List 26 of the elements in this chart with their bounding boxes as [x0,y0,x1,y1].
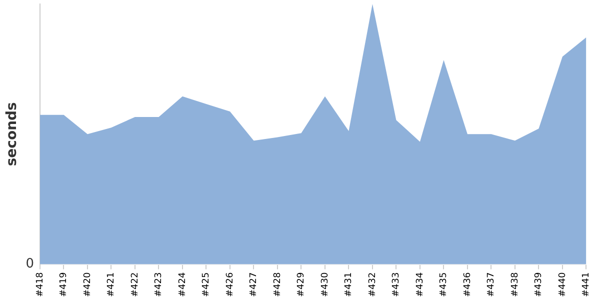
x-tick-label: #425 [202,272,212,298]
x-tick-label: #432 [368,272,378,298]
x-tick-label: #430 [320,272,330,298]
x-tick-label: #440 [558,272,568,298]
x-tick-label: #418 [35,272,46,298]
x-tick-label: #435 [439,272,450,298]
x-tick-label: #439 [534,272,544,298]
x-tick-label: #437 [486,272,497,298]
x-tick-label: #427 [249,272,260,298]
x-tick-label: #431 [344,272,354,298]
x-tick-label: #423 [154,272,164,298]
x-tick-label: #434 [415,272,426,298]
x-tick-label: #438 [510,272,520,298]
y-axis-title: seconds [4,102,20,166]
x-tick-label: #433 [392,272,402,298]
x-tick-label: #419 [59,272,70,298]
x-tick-label: #422 [130,272,140,298]
x-tick-label: #428 [272,272,283,298]
x-tick-label: #420 [82,272,93,298]
x-tick-label: #424 [178,272,188,298]
x-tick-label: #426 [225,272,236,298]
text: 0 [26,256,34,272]
x-tick-label: #429 [296,272,307,298]
x-tick-label: #441 [582,272,592,298]
x-tick-label: #421 [106,272,117,298]
x-tick-label: #436 [462,272,473,298]
